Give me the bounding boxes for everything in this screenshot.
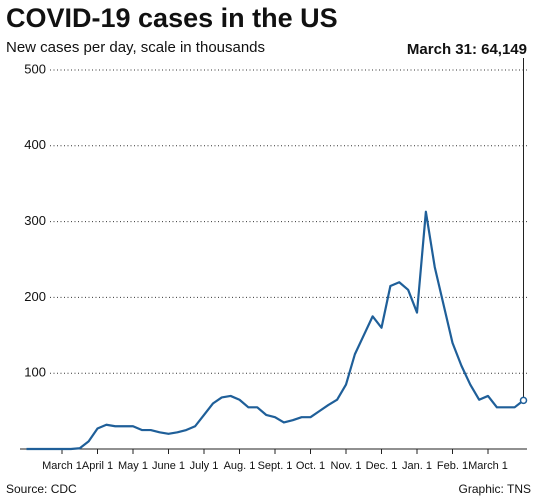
- credit: Graphic: TNS: [459, 482, 531, 496]
- chart-subtitle: New cases per day, scale in thousands: [6, 39, 265, 56]
- x-tick-label: Sept. 1: [258, 460, 293, 472]
- y-tick-label: 200: [24, 289, 46, 304]
- x-tick-label: March 1: [468, 460, 508, 472]
- x-tick-label: April 1: [82, 460, 113, 472]
- x-tick-label: Feb. 1: [437, 460, 468, 472]
- chart-title: COVID-19 cases in the US: [6, 3, 338, 33]
- y-tick-label: 100: [24, 365, 46, 380]
- x-tick-label: Oct. 1: [296, 460, 325, 472]
- y-tick-label: 300: [24, 213, 46, 228]
- x-tick-label: Jan. 1: [402, 460, 432, 472]
- annotation: March 31: 64,149: [407, 41, 527, 58]
- x-tick-label: Dec. 1: [366, 460, 398, 472]
- x-tick-label: Aug. 1: [224, 460, 256, 472]
- x-tick-label: March 1: [42, 460, 82, 472]
- y-tick-label: 400: [24, 137, 46, 152]
- data-line: [26, 210, 525, 451]
- x-tick-label: June 1: [152, 460, 185, 472]
- end-marker: [519, 396, 528, 405]
- y-tick-label: 500: [24, 61, 46, 76]
- source: Source: CDC: [6, 482, 77, 496]
- x-tick-label: Nov. 1: [331, 460, 362, 472]
- x-tick-label: May 1: [118, 460, 148, 472]
- x-tick-label: July 1: [190, 460, 219, 472]
